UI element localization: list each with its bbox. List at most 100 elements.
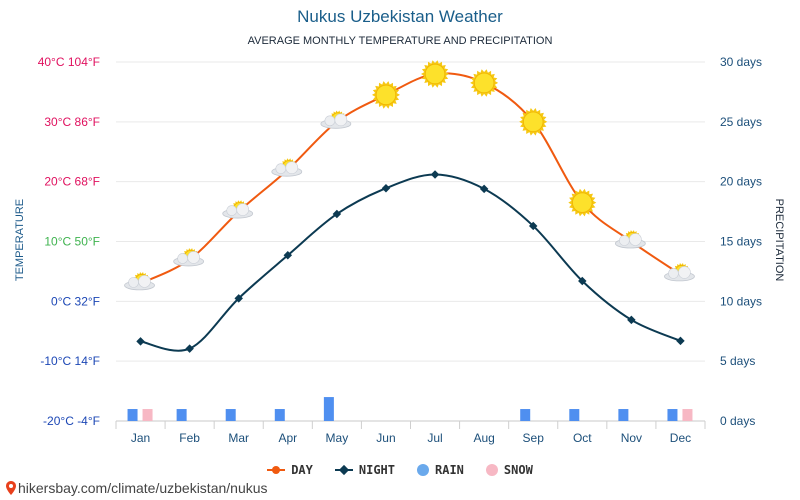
legend-item-day[interactable]: DAY <box>267 463 313 477</box>
night-point <box>136 337 145 346</box>
rain-bar <box>569 409 580 421</box>
x-tick-label: Sep <box>523 431 545 445</box>
grid-lines <box>115 61 706 429</box>
x-tick-label: May <box>326 431 349 445</box>
line-marker-icon <box>267 464 286 476</box>
cloud-puff <box>285 161 299 174</box>
x-tick-label: Jan <box>131 431 150 445</box>
partly-cloudy-icon <box>664 263 695 282</box>
x-tick-label: Mar <box>228 431 249 445</box>
dot-icon <box>485 464 498 476</box>
legend-item-rain[interactable]: RAIN <box>417 463 464 477</box>
night-point <box>185 344 194 353</box>
cloud-puff <box>678 266 691 279</box>
line-marker-icon <box>334 464 353 476</box>
partly-cloudy-icon <box>320 110 352 129</box>
legend-label-day: DAY <box>291 463 313 477</box>
rain-bar <box>520 409 531 421</box>
dot-icon <box>417 464 429 476</box>
sun-core <box>523 111 544 133</box>
map-pin-icon <box>6 481 16 495</box>
night-point <box>578 276 587 286</box>
cloud-puff <box>128 277 139 288</box>
x-tick-label: Oct <box>573 431 592 445</box>
y-left-tick-label: -10°C 14°F <box>40 354 100 368</box>
sun-core <box>473 72 495 94</box>
footer-source[interactable]: hikersbay.com/climate/uzbekistan/nukus <box>6 480 268 496</box>
night-point <box>332 209 342 219</box>
precipitation-bars <box>127 397 693 421</box>
sunny-icon <box>421 60 449 88</box>
x-tick-label: Aug <box>473 431 494 445</box>
snow-bar <box>142 409 153 421</box>
rain-bar <box>323 397 334 421</box>
legend-label-snow: SNOW <box>503 463 533 477</box>
cloud-puff <box>619 235 630 246</box>
footer-url: hikersbay.com/climate/uzbekistan/nukus <box>18 480 268 496</box>
cloud-puff <box>629 233 642 246</box>
x-tick-label: Apr <box>278 431 297 445</box>
y-left-tick-label: 30°C 86°F <box>44 115 100 129</box>
y-right-tick-label: 10 days <box>720 294 762 308</box>
night-point <box>430 170 440 179</box>
y-left-tick-label: 0°C 32°F <box>51 294 100 308</box>
sun-core <box>375 84 397 106</box>
y-left-tick-label: 20°C 68°F <box>44 175 100 189</box>
sun-core <box>572 192 593 213</box>
tick-labels: 40°C 104°F 30°C 86°F 20°C 68°F 10°C 50°F 0°C… <box>38 55 762 445</box>
night-point <box>234 294 243 303</box>
x-tick-label: Feb <box>179 431 200 445</box>
cloud-puff <box>187 251 200 264</box>
night-point <box>283 251 293 260</box>
legend-item-snow[interactable]: SNOW <box>485 463 533 477</box>
rain-bar <box>225 409 236 421</box>
cloud-puff <box>275 163 287 174</box>
rain-bar <box>618 409 629 421</box>
y-left-tick-label: -20°C -4°F <box>43 414 100 428</box>
cloud-puff <box>226 205 238 216</box>
cloud-puff <box>334 113 348 127</box>
y-right-tick-label: 5 days <box>720 354 755 368</box>
partly-cloudy-icon <box>614 230 646 249</box>
night-point <box>479 184 489 194</box>
snow-bar <box>682 409 693 421</box>
y-right-tick-label: 20 days <box>720 175 762 189</box>
rain-bar <box>176 409 187 421</box>
cloud-puff <box>138 275 151 288</box>
y-right-tick-label: 15 days <box>720 235 762 249</box>
cloud-puff <box>324 115 336 127</box>
cloud-puff <box>177 253 188 264</box>
y-right-tick-label: 0 days <box>720 414 755 428</box>
night-point <box>627 315 636 325</box>
night-series <box>136 170 685 353</box>
cloud-puff <box>236 203 250 216</box>
legend-label-night: NIGHT <box>358 463 395 477</box>
partly-cloudy-icon <box>222 200 254 219</box>
sun-core <box>424 63 446 85</box>
legend-item-night[interactable]: NIGHT <box>334 463 395 477</box>
night-line <box>140 173 681 352</box>
night-point <box>676 336 685 346</box>
cloud-puff <box>668 268 679 279</box>
y-left-tick-label: 40°C 104°F <box>38 55 100 69</box>
partly-cloudy-icon <box>173 248 205 267</box>
partly-cloudy-icon <box>124 272 155 291</box>
weather-icons <box>124 60 695 291</box>
x-tick-label: Dec <box>670 431 691 445</box>
rain-bar <box>667 409 678 421</box>
partly-cloudy-icon <box>271 158 303 177</box>
y-right-tick-label: 25 days <box>720 115 762 129</box>
sunny-icon <box>372 81 400 109</box>
sunny-icon <box>568 188 597 217</box>
legend-label-rain: RAIN <box>435 463 464 477</box>
night-point <box>381 184 391 193</box>
chart-subtitle: AVERAGE MONTHLY TEMPERATURE AND PRECIPIT… <box>247 35 553 47</box>
x-tick-label: Nov <box>621 431 642 445</box>
x-tick-label: Jul <box>427 431 442 445</box>
sunny-icon <box>519 108 548 136</box>
y-left-tick-label: 10°C 50°F <box>44 235 100 249</box>
legend: DAY NIGHT RAIN SNOW <box>0 463 800 477</box>
sunny-icon <box>470 69 499 97</box>
